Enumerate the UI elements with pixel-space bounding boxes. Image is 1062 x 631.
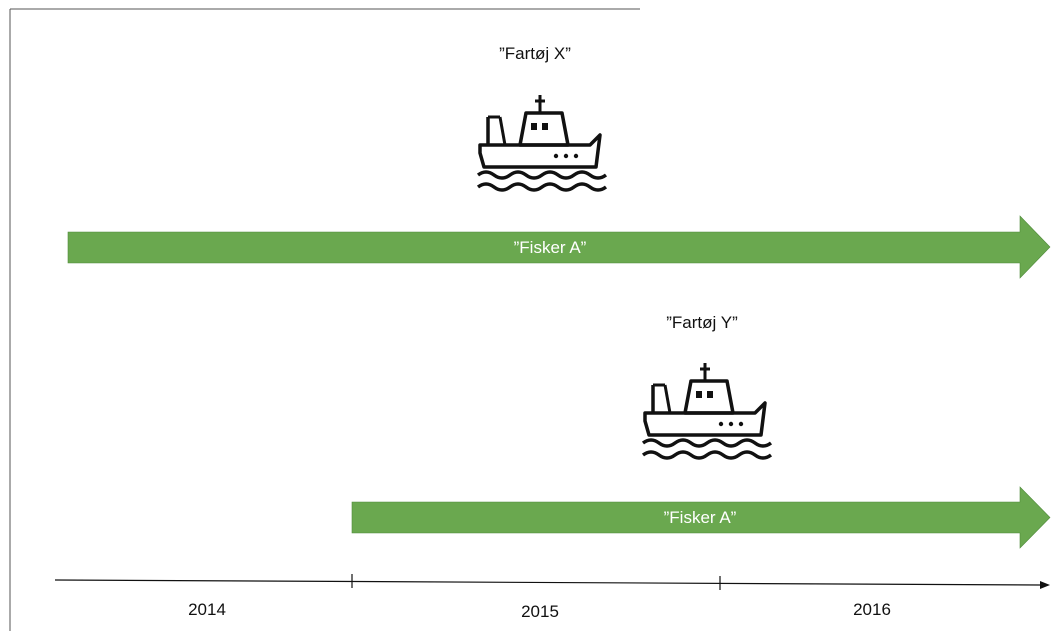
fisker-a-bar-1 [67,215,1051,279]
year-label-2014: 2014 [188,600,226,619]
time-axis-arrowhead [1040,581,1050,589]
year-label-2016: 2016 [853,600,891,619]
vessel-x-label: ”Fartøj X” [499,44,571,63]
vessel-y-label: ”Fartøj Y” [666,313,738,332]
year-label-2015: 2015 [521,602,559,621]
fishing-boat-icon [641,361,773,460]
fisker-a-bar-1-label: ”Fisker A” [514,238,587,257]
fisker-a-bar-2-label: ”Fisker A” [664,508,737,527]
fisker-a-bar-2 [351,486,1051,549]
time-axis [54,579,1041,586]
fishing-boat-icon [476,93,608,192]
